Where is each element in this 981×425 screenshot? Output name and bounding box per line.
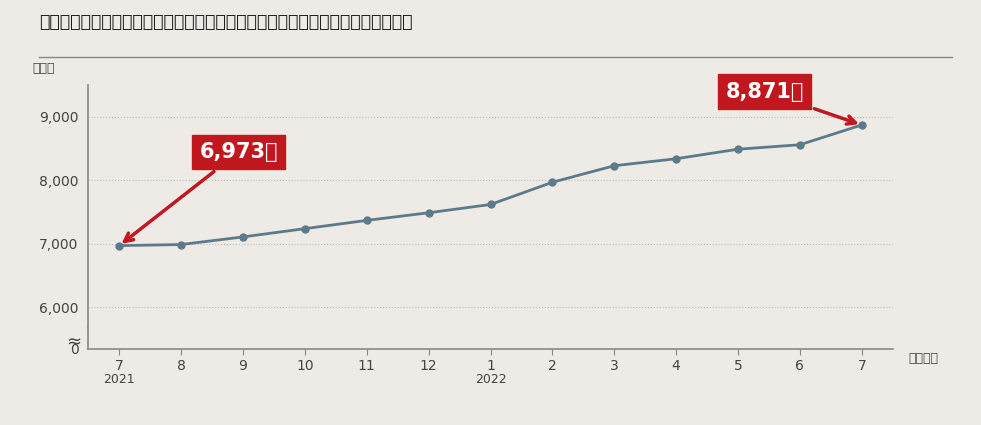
Text: （月分）: （月分）	[908, 352, 939, 365]
Text: （円）: （円）	[32, 62, 55, 75]
Text: 図：一般家庭（平均モデル）の電気料金の推移（東京電力エナジーパートナー）: 図：一般家庭（平均モデル）の電気料金の推移（東京電力エナジーパートナー）	[39, 13, 413, 31]
Text: 6,973円: 6,973円	[125, 142, 279, 241]
Text: ≈: ≈	[66, 333, 81, 351]
Text: 2022: 2022	[475, 373, 506, 385]
Text: 2021: 2021	[103, 373, 135, 385]
Text: 8,871円: 8,871円	[726, 82, 855, 124]
